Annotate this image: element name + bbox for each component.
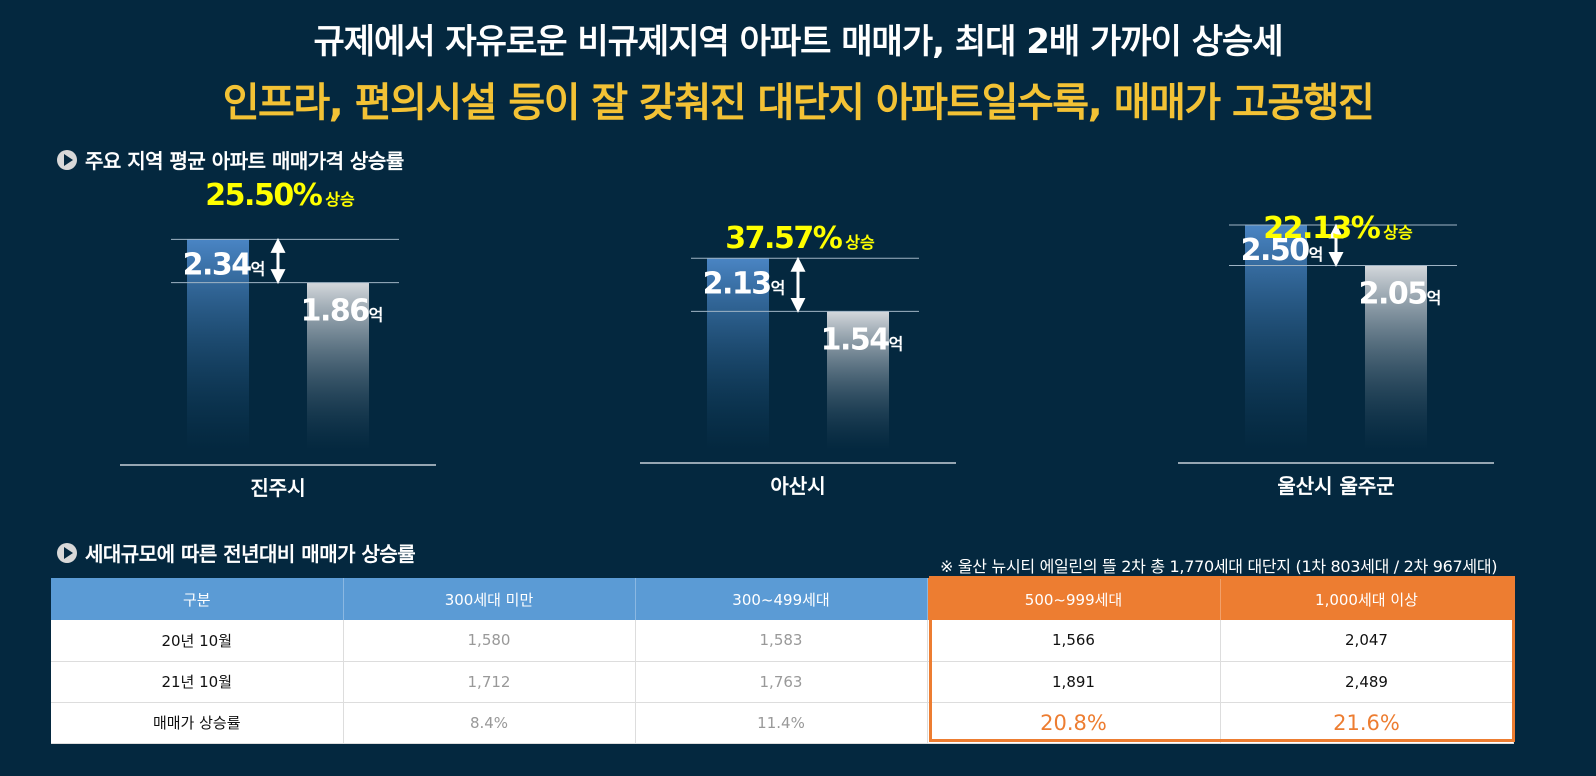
bar-current bbox=[707, 258, 769, 450]
sub-title: 인프라, 편의시설 등이 잘 갖춰진 대단지 아파트일수록, 매매가 고공행진 bbox=[222, 80, 1375, 126]
row-label: 21년 10월 bbox=[51, 661, 344, 703]
bar-previous bbox=[1365, 265, 1427, 450]
value-label-current: 2.13억 bbox=[703, 266, 786, 301]
rate-label: 22.13% 상승 bbox=[1263, 211, 1413, 246]
table-row: 매매가 상승률 8.4% 11.4% 20.8% 21.6% bbox=[51, 702, 1514, 744]
region-label: 울산시 울주군 bbox=[1277, 474, 1394, 498]
header-category: 구분 bbox=[51, 578, 344, 620]
table-cell: 1,712 bbox=[343, 661, 636, 703]
table-cell: 2,489 bbox=[1220, 661, 1514, 703]
header-300-499: 300~499세대 bbox=[635, 578, 928, 620]
rate-label: 37.57% 상승 bbox=[725, 221, 875, 256]
bar-current bbox=[187, 239, 249, 450]
value-label-previous: 2.05억 bbox=[1359, 277, 1442, 312]
table-row: 20년 10월 1,580 1,583 1,566 2,047 bbox=[51, 620, 1514, 662]
main-title: 규제에서 자유로운 비규제지역 아파트 매매가, 최대 2배 가까이 상승세 bbox=[313, 22, 1283, 62]
play-circle-icon bbox=[57, 149, 77, 170]
section-price-rise-text: 주요 지역 평균 아파트 매매가격 상승률 bbox=[85, 149, 404, 173]
value-label-current: 2.34억 bbox=[183, 247, 266, 282]
table-cell: 1,891 bbox=[927, 661, 1221, 703]
region-label: 아산시 bbox=[770, 474, 825, 498]
complex-note: ※ 울산 뉴시티 에일린의 뜰 2차 총 1,770세대 대단지 (1차 803… bbox=[940, 557, 1498, 576]
row-label: 매매가 상승률 bbox=[51, 702, 344, 744]
table-cell: 11.4% bbox=[635, 702, 928, 744]
table-cell: 1,763 bbox=[635, 661, 928, 703]
table-row: 21년 10월 1,712 1,763 1,891 2,489 bbox=[51, 661, 1514, 703]
value-label-current: 2.50억 bbox=[1241, 233, 1324, 268]
table-cell-rate: 21.6% bbox=[1220, 702, 1514, 744]
section-price-rise-label: 주요 지역 평균 아파트 매매가격 상승률 bbox=[57, 145, 404, 174]
table-cell: 8.4% bbox=[343, 702, 636, 744]
header-1000-plus: 1,000세대 이상 bbox=[1220, 578, 1514, 620]
bar-previous bbox=[307, 282, 369, 450]
table-cell-rate: 20.8% bbox=[927, 702, 1221, 744]
value-label-previous: 1.86억 bbox=[301, 294, 384, 329]
bar-current bbox=[1245, 225, 1307, 450]
table-cell: 1,583 bbox=[635, 620, 928, 662]
rate-label: 25.50% 상승 bbox=[205, 178, 355, 213]
header-under-300: 300세대 미만 bbox=[343, 578, 636, 620]
household-price-table: 구분 300세대 미만 300~499세대 500~999세대 1,000세대 … bbox=[51, 578, 1514, 744]
section-household-label: 세대규모에 따른 전년대비 매매가 상승률 bbox=[57, 538, 416, 567]
header-500-999: 500~999세대 bbox=[927, 578, 1221, 620]
table-header-row: 구분 300세대 미만 300~499세대 500~999세대 1,000세대 … bbox=[51, 578, 1514, 620]
section-household-text: 세대규모에 따른 전년대비 매매가 상승률 bbox=[85, 542, 416, 566]
value-label-previous: 1.54억 bbox=[821, 322, 904, 357]
region-label: 진주시 bbox=[250, 476, 305, 500]
play-circle-icon bbox=[57, 542, 77, 563]
table-cell: 1,580 bbox=[343, 620, 636, 662]
table-cell: 1,566 bbox=[927, 620, 1221, 662]
row-label: 20년 10월 bbox=[51, 620, 344, 662]
table-cell: 2,047 bbox=[1220, 620, 1514, 662]
bar-previous bbox=[827, 311, 889, 450]
